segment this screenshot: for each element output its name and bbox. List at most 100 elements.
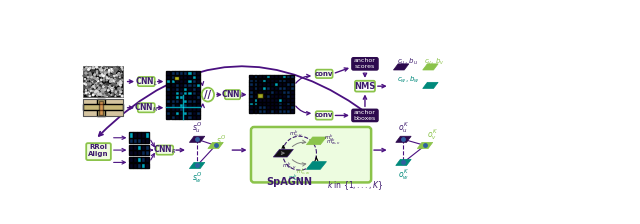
Point (94, 86, 104, 89)
Point (99, 65, 109, 69)
FancyBboxPatch shape (170, 83, 175, 87)
FancyBboxPatch shape (145, 150, 149, 155)
Point (112, 66, 122, 70)
Point (116, 74, 126, 78)
Point (88, 67, 99, 70)
Point (80, 78, 90, 81)
Point (103, 76, 113, 80)
FancyBboxPatch shape (274, 82, 278, 86)
FancyBboxPatch shape (179, 95, 183, 99)
Point (92, 92, 102, 95)
Point (98, 92, 108, 96)
Point (100, 67, 110, 70)
FancyBboxPatch shape (170, 79, 175, 83)
FancyBboxPatch shape (129, 132, 133, 138)
Point (116, 80, 126, 83)
Point (102, 76, 112, 80)
Point (96, 70, 106, 74)
FancyBboxPatch shape (286, 94, 290, 98)
FancyBboxPatch shape (183, 103, 188, 107)
FancyBboxPatch shape (196, 79, 200, 83)
FancyBboxPatch shape (266, 75, 269, 78)
FancyBboxPatch shape (166, 71, 170, 75)
Point (83, 71, 93, 75)
Point (90, 86, 100, 90)
Point (95, 84, 106, 88)
FancyBboxPatch shape (270, 86, 274, 90)
Point (115, 67, 125, 71)
Point (90, 76, 100, 79)
FancyBboxPatch shape (192, 111, 196, 115)
FancyBboxPatch shape (179, 79, 183, 83)
FancyBboxPatch shape (183, 115, 188, 118)
Point (111, 68, 121, 71)
FancyBboxPatch shape (286, 86, 290, 90)
Point (106, 80, 116, 84)
Point (95, 84, 106, 87)
FancyBboxPatch shape (290, 98, 294, 101)
FancyBboxPatch shape (166, 115, 170, 118)
Point (117, 78, 127, 82)
Text: $c_v$, $b_v$: $c_v$, $b_v$ (424, 56, 445, 67)
FancyBboxPatch shape (257, 90, 262, 94)
Point (83, 93, 93, 97)
Text: $s_u^O$: $s_u^O$ (192, 120, 202, 135)
FancyBboxPatch shape (253, 109, 257, 113)
Point (100, 84, 110, 88)
Point (105, 77, 115, 81)
Point (114, 87, 124, 91)
FancyBboxPatch shape (192, 75, 196, 79)
Point (111, 81, 121, 84)
Point (107, 78, 117, 81)
Point (107, 90, 117, 93)
Point (91, 90, 101, 94)
Point (89, 80, 99, 84)
Point (99, 90, 109, 94)
Text: CNN$_L$: CNN$_L$ (135, 75, 158, 88)
Point (93, 90, 103, 93)
Point (93, 78, 103, 81)
Text: $m_{v,u}^k$: $m_{v,u}^k$ (289, 129, 303, 139)
Point (83, 70, 93, 74)
FancyBboxPatch shape (183, 79, 188, 83)
FancyBboxPatch shape (225, 90, 240, 99)
Point (109, 73, 120, 77)
Point (84, 83, 94, 86)
FancyBboxPatch shape (129, 138, 133, 143)
Text: $m_u^k$: $m_u^k$ (324, 132, 334, 143)
FancyBboxPatch shape (270, 102, 274, 106)
FancyBboxPatch shape (290, 75, 294, 78)
FancyBboxPatch shape (188, 83, 191, 87)
Point (108, 85, 118, 88)
FancyBboxPatch shape (170, 103, 175, 107)
FancyBboxPatch shape (352, 109, 378, 122)
FancyBboxPatch shape (138, 157, 141, 162)
Point (95, 74, 105, 77)
Point (84, 86, 95, 89)
Text: $m_{w,u}^k$: $m_{w,u}^k$ (282, 160, 297, 170)
Point (81, 72, 92, 75)
FancyBboxPatch shape (170, 91, 175, 95)
Point (83, 82, 93, 86)
FancyBboxPatch shape (257, 82, 262, 86)
Point (102, 82, 112, 85)
Point (86, 75, 97, 79)
Point (92, 76, 102, 80)
Point (97, 73, 107, 76)
FancyBboxPatch shape (179, 111, 183, 115)
Point (81, 80, 91, 83)
FancyBboxPatch shape (166, 107, 170, 111)
Point (86, 89, 96, 93)
Polygon shape (307, 137, 326, 145)
FancyBboxPatch shape (266, 102, 269, 106)
Point (81, 68, 91, 71)
Point (92, 65, 102, 69)
Point (89, 88, 99, 92)
Point (91, 90, 101, 93)
Point (93, 67, 104, 70)
FancyBboxPatch shape (278, 82, 282, 86)
FancyBboxPatch shape (257, 98, 262, 101)
FancyBboxPatch shape (129, 157, 149, 168)
FancyBboxPatch shape (278, 102, 282, 106)
Point (95, 69, 105, 73)
